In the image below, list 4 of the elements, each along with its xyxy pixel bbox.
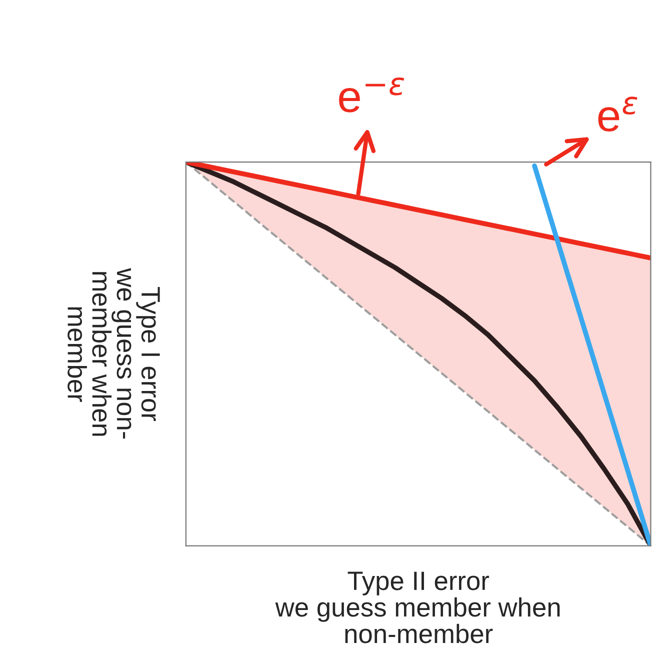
x-axis-title: Type II error we guess member when non-member	[275, 572, 560, 644]
text: e$^{−ε}$	[339, 77, 404, 112]
text: e$^{ε}$	[598, 96, 638, 132]
y-axis-title: Type I error we guess non- member when member	[68, 268, 160, 439]
